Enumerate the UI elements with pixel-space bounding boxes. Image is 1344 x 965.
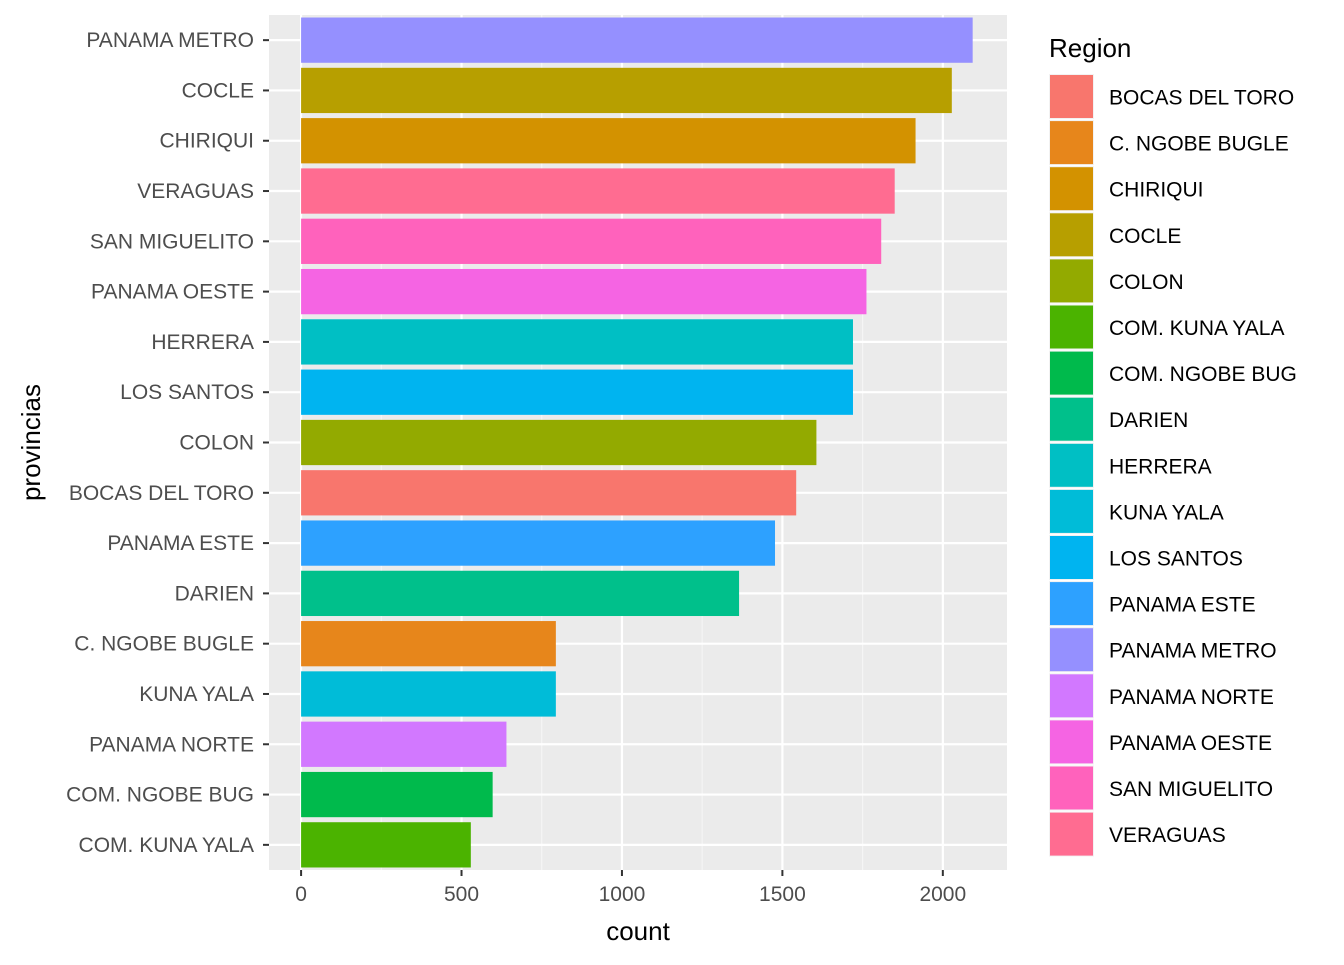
legend-label: LOS SANTOS <box>1109 548 1243 571</box>
bar-kuna-yala <box>301 671 556 717</box>
bar-panama-este <box>301 520 776 566</box>
y-tick-label: COM. NGOBE BUG <box>66 784 254 807</box>
legend-label: PANAMA ESTE <box>1109 594 1256 617</box>
y-tick-label: BOCAS DEL TORO <box>69 482 254 505</box>
legend-swatch <box>1050 582 1093 626</box>
legend-swatch <box>1050 628 1093 672</box>
y-tick-label: SAN MIGUELITO <box>90 230 254 253</box>
bar-com-ngobe-bug <box>301 771 493 818</box>
legend-swatch <box>1050 75 1093 118</box>
legend-swatch <box>1050 766 1093 810</box>
legend-label: SAN MIGUELITO <box>1109 778 1273 801</box>
legend-swatch <box>1050 489 1093 533</box>
legend-label: PANAMA NORTE <box>1109 686 1274 709</box>
bar-bocas-del-toro <box>301 470 797 516</box>
y-axis-title: provincias <box>16 384 46 501</box>
legend-label: DARIEN <box>1109 409 1188 432</box>
bar-chiriqui <box>301 118 916 164</box>
y-tick-label: COM. KUNA YALA <box>79 834 254 857</box>
legend: Region BOCAS DEL TORO C. NGOBE BUGLE CHIRIQ… <box>1049 33 1297 857</box>
legend-swatch <box>1050 536 1093 579</box>
y-tick-label: KUNA YALA <box>139 683 254 706</box>
x-axis-title: count <box>606 916 670 946</box>
bar-panama-metro <box>301 17 973 63</box>
bar-veraguas <box>301 168 895 214</box>
legend-label: COLON <box>1109 271 1184 294</box>
y-tick-label: PANAMA ESTE <box>107 532 254 555</box>
legend-label: HERRERA <box>1109 455 1212 478</box>
bar-san-miguelito <box>301 218 882 264</box>
legend-swatch <box>1050 443 1093 487</box>
legend-label: CHIRIQUI <box>1109 179 1204 202</box>
x-tick-label: 1500 <box>759 883 806 906</box>
bar-cocle <box>301 67 952 114</box>
y-tick-label: COCLE <box>182 79 254 102</box>
y-tick-label: LOS SANTOS <box>120 381 254 404</box>
y-tick-label: PANAMA METRO <box>86 29 254 52</box>
legend-label: C. NGOBE BUGLE <box>1109 133 1289 156</box>
legend-swatch <box>1050 397 1093 441</box>
bar-herrera <box>301 319 853 365</box>
bar-panama-norte <box>301 721 507 767</box>
bar-c-ngobe-bugle <box>301 621 556 667</box>
bar-com-kuna-yala <box>301 822 471 868</box>
legend-label: COCLE <box>1109 225 1181 248</box>
legend-label: COM. NGOBE BUG <box>1109 363 1297 386</box>
y-tick-label: DARIEN <box>175 582 254 605</box>
legend-swatch <box>1050 259 1093 303</box>
y-tick-label: CHIRIQUI <box>160 130 255 153</box>
x-tick-label: 2000 <box>919 883 966 906</box>
legend-swatch <box>1050 674 1093 718</box>
legend-label: KUNA YALA <box>1109 501 1224 524</box>
y-tick-label: COLON <box>179 432 254 455</box>
legend-label: PANAMA OESTE <box>1109 732 1272 755</box>
legend-swatch <box>1050 167 1093 211</box>
x-tick-label: 0 <box>295 883 307 906</box>
y-tick-label: PANAMA OESTE <box>91 281 254 304</box>
x-tick-label: 500 <box>444 883 479 906</box>
legend-label: BOCAS DEL TORO <box>1109 87 1294 110</box>
legend-swatch <box>1050 121 1093 165</box>
y-tick-label: PANAMA NORTE <box>89 733 254 756</box>
legend-swatch <box>1050 351 1093 395</box>
bar-panama-oeste <box>301 268 867 315</box>
y-tick-label: VERAGUAS <box>137 180 254 203</box>
legend-swatch <box>1050 305 1093 349</box>
bar-los-santos <box>301 369 853 415</box>
y-tick-label: HERRERA <box>151 331 254 354</box>
x-tick-label: 1000 <box>599 883 646 906</box>
legend-label: VERAGUAS <box>1109 824 1226 847</box>
legend-swatch <box>1050 720 1093 764</box>
legend-swatch <box>1050 812 1093 856</box>
y-tick-label: C. NGOBE BUGLE <box>74 633 254 656</box>
bar-colon <box>301 419 817 466</box>
legend-title: Region <box>1049 33 1131 63</box>
legend-swatch <box>1050 213 1093 257</box>
legend-label: PANAMA METRO <box>1109 640 1277 663</box>
legend-label: COM. KUNA YALA <box>1109 317 1284 340</box>
bar-darien <box>301 570 740 617</box>
